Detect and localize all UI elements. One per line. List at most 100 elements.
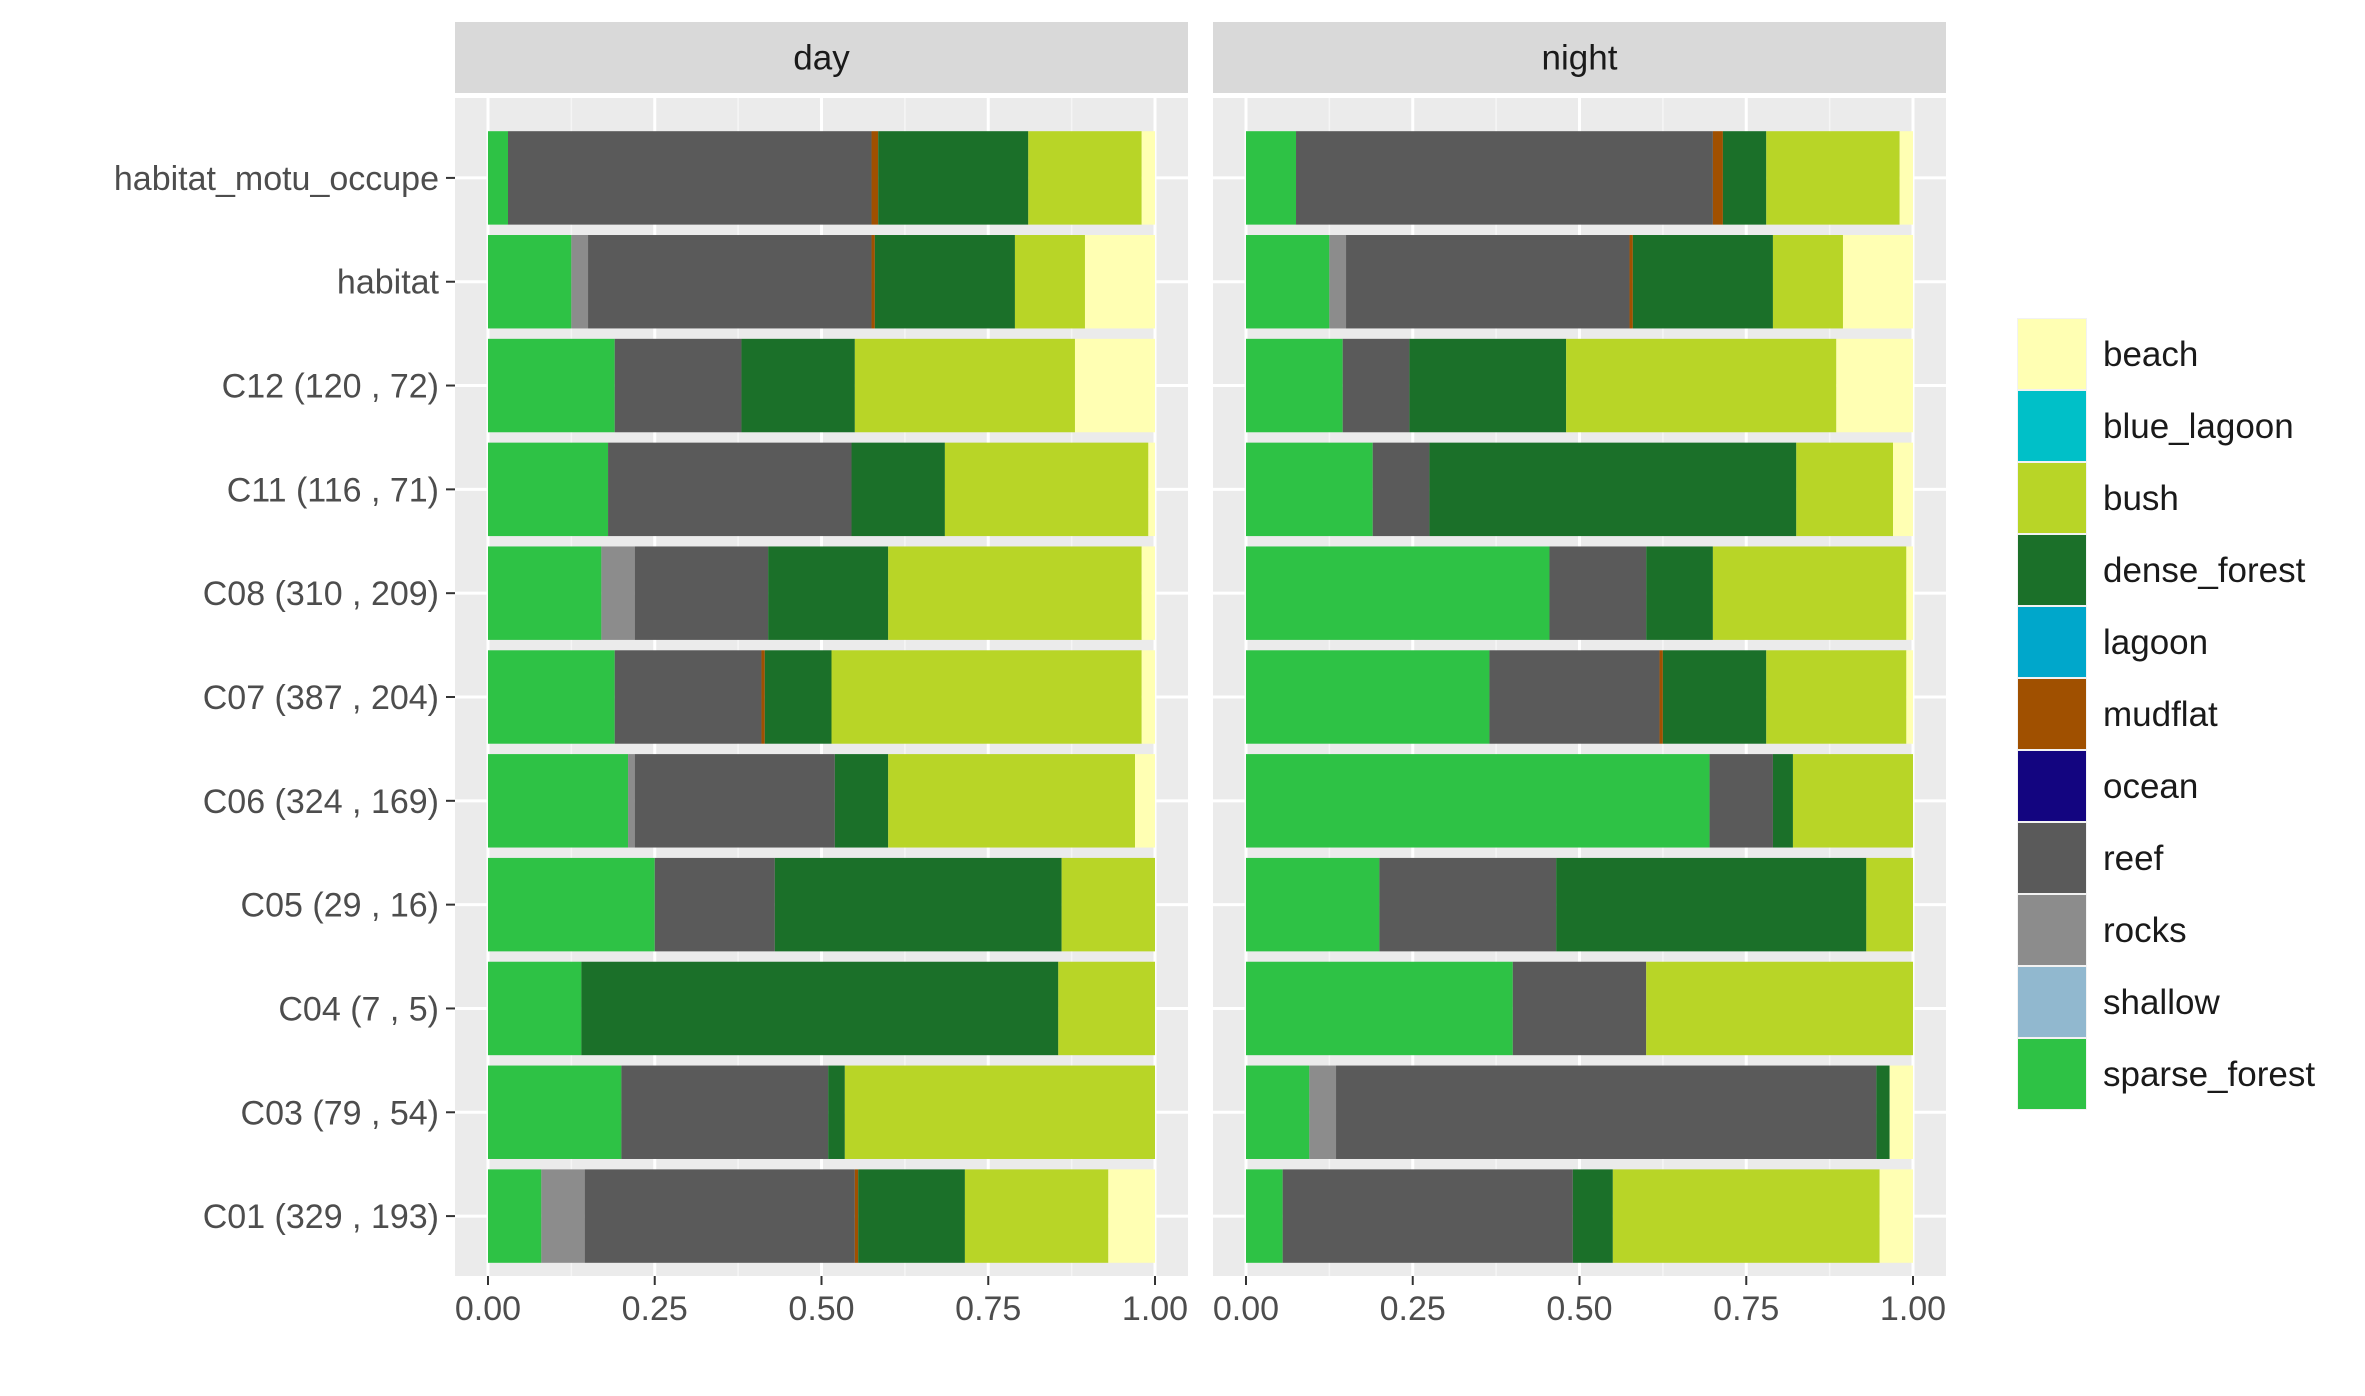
x-tick-label: 0.75: [955, 1290, 1021, 1328]
y-tick-label: C05 (29 , 16): [241, 887, 439, 925]
legend-item-reef: reef: [2017, 822, 2164, 894]
bar-segment-reef: [608, 442, 852, 537]
facet-strip: [455, 22, 1188, 93]
bar-segment-bush: [1566, 338, 1837, 433]
legend-swatch: [2018, 679, 2086, 749]
legend-item-mudflat: mudflat: [2017, 678, 2218, 750]
bar-segment-dense-forest: [1662, 650, 1767, 744]
bar-segment-reef: [654, 857, 775, 952]
bar-segment-reef: [621, 1065, 829, 1159]
bar-segment-sparse-forest: [487, 857, 655, 952]
legend-item-sparse-forest: sparse_forest: [2017, 1038, 2315, 1110]
bar-segment-sparse-forest: [1245, 546, 1550, 640]
bar-segment-sparse-forest: [1245, 442, 1373, 537]
legend-label: ocean: [2103, 767, 2198, 806]
legend-label: sparse_forest: [2103, 1055, 2315, 1094]
legend-swatch: [2018, 895, 2086, 965]
legend-label: dense_forest: [2103, 551, 2306, 590]
bar-segment-mudflat: [1629, 235, 1633, 329]
legend-label: blue_lagoon: [2103, 407, 2294, 446]
legend-swatch: [2018, 1039, 2086, 1109]
bar-segment-sparse-forest: [487, 235, 572, 329]
legend-swatch: [2018, 751, 2086, 821]
bar-segment-bush: [1058, 961, 1156, 1056]
bar-segment-dense-forest: [828, 1065, 845, 1159]
bar-segment-mudflat: [1712, 131, 1723, 225]
bar-segment-beach: [1108, 1169, 1156, 1263]
bar-segment-sparse-forest: [1245, 1065, 1310, 1159]
legend-item-beach: beach: [2017, 318, 2198, 390]
bar-segment-rocks: [541, 1169, 585, 1263]
bar-segment-mudflat: [761, 650, 765, 744]
bar-segment-beach: [1084, 235, 1156, 329]
bar-segment-sparse-forest: [487, 1169, 542, 1263]
bar-segment-bush: [1061, 857, 1156, 952]
legend-swatch: [2018, 319, 2086, 389]
legend-item-shallow: shallow: [2017, 966, 2220, 1038]
x-tick-label: 1.00: [1122, 1290, 1188, 1328]
bar-segment-reef: [1489, 650, 1660, 744]
legend-swatch: [2018, 967, 2086, 1037]
bar-segment-reef: [1372, 442, 1430, 537]
bar-segment-dense-forest: [1429, 442, 1797, 537]
bar-segment-sparse-forest: [1245, 235, 1330, 329]
legend-label: rocks: [2103, 911, 2187, 950]
bar-segment-mudflat: [854, 1169, 859, 1263]
y-tick-label: habitat_motu_occupe: [114, 160, 439, 198]
y-tick-label: C03 (79 , 54): [241, 1094, 439, 1132]
bar-segment-bush: [1646, 961, 1914, 1056]
bar-segment-beach: [1836, 338, 1914, 433]
bar-segment-rocks: [571, 235, 589, 329]
bar-segment-reef: [614, 650, 762, 744]
bar-segment-dense-forest: [774, 857, 1062, 952]
bar-segment-sparse-forest: [487, 1065, 622, 1159]
bar-segment-sparse-forest: [487, 131, 508, 225]
bar-segment-beach: [1893, 442, 1914, 537]
bar-segment-dense-forest: [1772, 754, 1793, 848]
bar-segment-dense-forest: [1646, 546, 1713, 640]
bar-segment-sparse-forest: [487, 961, 582, 1056]
y-tick-label: C06 (324 , 169): [203, 783, 439, 821]
bar-segment-sparse-forest: [1245, 338, 1343, 433]
bar-segment-sparse-forest: [487, 442, 609, 537]
bar-segment-dense-forest: [874, 235, 1015, 329]
bar-segment-bush: [1796, 442, 1894, 537]
bar-segment-sparse-forest: [1245, 131, 1297, 225]
legend-item-rocks: rocks: [2017, 894, 2187, 966]
bar-segment-reef: [1379, 857, 1557, 952]
legend-label: shallow: [2103, 983, 2220, 1022]
x-tick-label: 0.25: [1380, 1290, 1446, 1328]
bar-segment-bush: [1792, 754, 1914, 848]
bar-segment-bush: [844, 1065, 1156, 1159]
bar-segment-bush: [888, 546, 1142, 640]
legend-label: bush: [2103, 479, 2179, 518]
bar-segment-reef: [1296, 131, 1713, 225]
y-tick-label: C11 (116 , 71): [227, 471, 439, 509]
x-tick-label: 0.50: [1546, 1290, 1612, 1328]
y-tick-label: C07 (387 , 204): [203, 679, 439, 717]
bar-segment-sparse-forest: [487, 546, 602, 640]
bar-segment-bush: [1014, 235, 1085, 329]
bar-segment-bush: [854, 338, 1075, 433]
y-tick-label: C04 (7 , 5): [278, 990, 439, 1028]
bar-segment-reef: [1282, 1169, 1573, 1263]
panel-day: day 0.00 0.25 0.50 0.75 1.00: [455, 22, 1188, 1328]
bar-segment-beach: [1141, 546, 1156, 640]
x-tick-label: 0.50: [788, 1290, 854, 1328]
legend-item-blue-lagoon: blue_lagoon: [2017, 390, 2294, 462]
bar-segment-reef: [1549, 546, 1647, 640]
bar-segment-reef: [1342, 338, 1410, 433]
bar-segment-bush: [888, 754, 1136, 848]
bar-segment-bush: [1612, 1169, 1880, 1263]
legend-swatch: [2018, 391, 2086, 461]
bar-segment-beach: [1074, 338, 1156, 433]
bar-segment-bush: [1712, 546, 1907, 640]
bar-segment-dense-forest: [741, 338, 855, 433]
bar-segment-beach: [1135, 754, 1156, 848]
bar-segment-mudflat: [1659, 650, 1663, 744]
bar-segment-sparse-forest: [1245, 754, 1710, 848]
bar-segment-dense-forest: [1556, 857, 1867, 952]
